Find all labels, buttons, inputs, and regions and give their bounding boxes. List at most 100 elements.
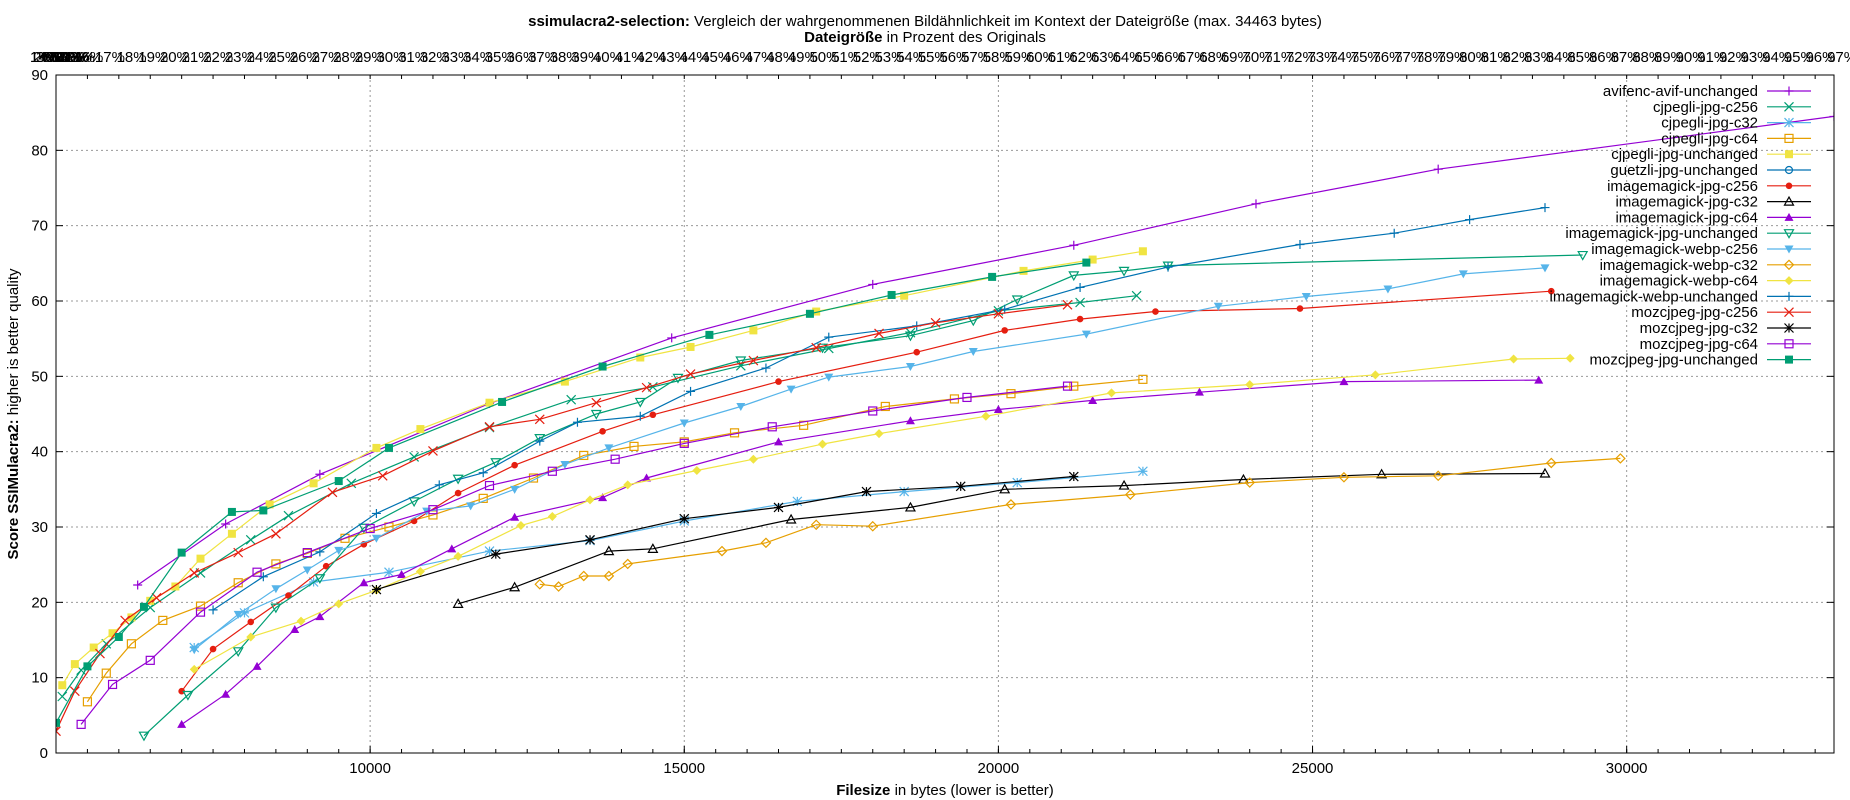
data-point-triangle: [509, 581, 521, 592]
y-axis-label: Score SSIMulacra2: higher is better qual…: [5, 268, 22, 559]
data-point-plus: [761, 363, 771, 373]
top-tick-label: 60%: [1026, 49, 1056, 66]
data-point-filled-diamond: [817, 439, 827, 449]
data-point-square: [1006, 389, 1016, 399]
data-point-square: [365, 523, 375, 534]
data-point-filled-square: [887, 290, 896, 299]
data-point-plus: [434, 480, 444, 490]
data-point-x: [930, 317, 941, 328]
y-axis-label-rest: higher is better quality: [5, 268, 22, 419]
top-tick-label: 40%: [593, 49, 623, 66]
series-imagemagick-webp-unchanged: [208, 203, 1550, 615]
data-point-star: [792, 496, 803, 507]
top-tick-label: 35%: [485, 49, 515, 66]
data-point-x: [591, 397, 602, 408]
data-point-star: [1137, 466, 1148, 477]
data-point-x: [685, 369, 696, 379]
data-point-filled-circle: [1076, 315, 1084, 323]
data-point-filled-circle: [599, 428, 606, 435]
series-imagemagick-jpg-c256: [178, 287, 1555, 695]
data-point-inverted-triangle: [904, 331, 916, 342]
data-point-filled-inverted-triangle: [371, 534, 381, 543]
top-tick-label: 59%: [1004, 49, 1034, 66]
data-point-circle: [1784, 165, 1794, 175]
series-line: [80, 385, 1068, 725]
data-point-diamond: [1432, 470, 1444, 482]
data-point-filled-square: [705, 330, 714, 339]
data-point-triangle: [452, 598, 464, 608]
top-tick-label: 32%: [420, 49, 450, 66]
data-point-square: [880, 401, 890, 412]
data-point-x: [233, 547, 244, 558]
series-line: [212, 207, 1546, 611]
data-point-filled-square: [70, 660, 79, 669]
top-tick-label: 42%: [636, 49, 666, 66]
top-tick-label: 74%: [1329, 49, 1359, 66]
data-point-inverted-triangle: [590, 409, 602, 420]
data-point-filled-square: [1019, 266, 1028, 275]
data-point-x: [534, 414, 545, 425]
chart-title-rest: Vergleich der wahrgenommenen Bildähnlich…: [690, 13, 1322, 30]
data-point-filled-inverted-triangle: [466, 502, 476, 511]
data-point-x: [270, 528, 281, 539]
top-tick-label: 54%: [896, 49, 926, 66]
top-tick-label: 56%: [939, 49, 969, 66]
data-point-filled-square: [1082, 258, 1091, 267]
data-point-triangle: [1539, 467, 1551, 478]
x-tick-label: 20000: [978, 760, 1020, 777]
data-point-filled-inverted-triangle: [189, 646, 199, 655]
data-point-inverted-triangle: [1162, 261, 1174, 272]
data-point-filled-triangle: [221, 689, 231, 698]
data-point-filled-inverted-triangle: [679, 419, 689, 428]
data-point-x: [811, 342, 822, 353]
data-point-filled-triangle: [359, 578, 369, 587]
top-tick-label: 28%: [333, 49, 363, 66]
data-point-diamond: [1124, 489, 1136, 500]
top-tick-label: 7%: [48, 49, 70, 66]
data-point-filled-diamond: [516, 520, 526, 530]
series-cjpegli-jpg-c32: [189, 466, 1148, 653]
data-point-filled-triangle: [993, 404, 1003, 413]
data-point-plus: [315, 547, 325, 557]
data-point-square: [1069, 381, 1079, 391]
legend-label: cjpegli-jpg-c64: [1661, 130, 1758, 147]
top-tick-label: 3%: [36, 49, 58, 66]
legend-label: imagemagick-jpg-c256: [1607, 178, 1758, 195]
data-point-filled-triangle: [252, 661, 262, 670]
data-point-filled-square: [686, 342, 695, 351]
legend-entry: cjpegli-jpg-unchanged: [1611, 146, 1811, 163]
top-tick-label: 91%: [1697, 49, 1727, 66]
top-tick-label: 48%: [766, 49, 796, 66]
data-point-filled-square: [1088, 255, 1097, 264]
data-point-filled-diamond: [748, 454, 758, 464]
data-point-star: [371, 584, 382, 595]
top-tick-label: 23%: [225, 49, 255, 66]
top-tick-label: 86%: [1589, 49, 1619, 66]
top-tick-label: 11%: [57, 49, 86, 66]
y-tick-label: 50: [31, 368, 48, 385]
data-point-filled-circle: [649, 411, 657, 419]
top-tick-label: 25%: [268, 49, 298, 66]
top-tick-label: 87%: [1611, 49, 1641, 66]
data-point-filled-inverted-triangle: [968, 347, 978, 356]
data-point-filled-circle: [178, 687, 185, 695]
top-tick-label: 49%: [788, 49, 818, 66]
legend-label: avifenc-avif-unchanged: [1603, 83, 1758, 100]
data-point-filled-triangle: [1534, 375, 1544, 384]
top-tick-label: 37%: [528, 49, 558, 66]
top-tick-label: 14%: [30, 49, 60, 66]
data-point-inverted-triangle: [1068, 271, 1080, 282]
data-point-diamond: [1615, 453, 1626, 464]
top-tick-label: 92%: [1719, 49, 1749, 66]
legend-entry: imagemagick-jpg-c256: [1607, 178, 1811, 195]
data-point-plus: [1433, 164, 1443, 174]
data-point-filled-circle: [247, 618, 255, 626]
data-point-square: [252, 567, 262, 577]
data-point-inverted-triangle: [490, 458, 502, 468]
data-point-filled-diamond: [981, 411, 991, 421]
data-point-filled-square: [108, 629, 117, 638]
data-point-filled-inverted-triangle: [302, 566, 312, 575]
data-point-x: [327, 487, 338, 498]
data-point-star: [1068, 471, 1079, 482]
data-point-square: [195, 601, 206, 611]
